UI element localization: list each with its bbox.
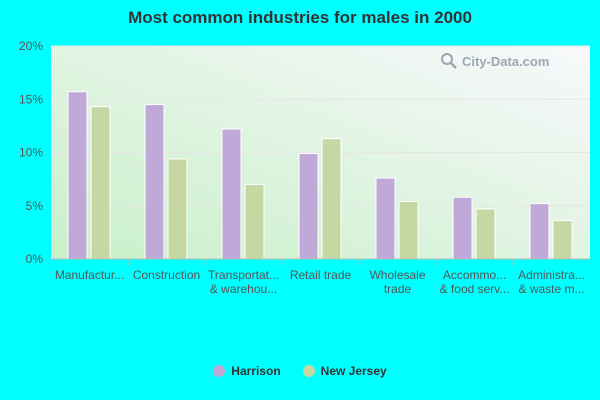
- bar-new-jersey: [321, 138, 342, 260]
- bar-harrison: [529, 203, 550, 260]
- bar-harrison: [452, 196, 473, 260]
- category-label: Administra...: [518, 268, 585, 282]
- legend-swatch-new-jersey: [302, 365, 315, 377]
- bar-harrison: [375, 177, 396, 260]
- category-label: Manufactur...: [55, 268, 124, 282]
- category-label: Accommo...: [443, 268, 506, 282]
- bar-harrison: [221, 128, 242, 260]
- category-label: Construction: [133, 268, 200, 282]
- chart-title: Most common industries for males in 2000: [128, 8, 472, 27]
- category-label: trade: [384, 282, 412, 296]
- bar-new-jersey: [552, 220, 573, 260]
- bar-harrison: [298, 153, 319, 260]
- legend: Harrison New Jersey: [0, 364, 600, 378]
- y-tick-label: 20%: [19, 39, 43, 53]
- y-tick-label: 15%: [19, 92, 43, 106]
- category-label: Retail trade: [290, 268, 352, 282]
- y-tick-label: 10%: [19, 146, 43, 160]
- category-label: Transportat...: [208, 268, 279, 282]
- bar-new-jersey: [90, 106, 111, 260]
- watermark-text: City-Data.com: [462, 53, 550, 69]
- legend-item-new-jersey: New Jersey: [302, 364, 387, 378]
- category-label: & waste m...: [518, 282, 584, 296]
- legend-swatch-harrison: [213, 365, 226, 377]
- bar-harrison: [144, 104, 165, 260]
- bar-harrison: [67, 91, 88, 260]
- y-tick-label: 0%: [26, 252, 44, 266]
- magnifier-icon: [441, 53, 457, 69]
- watermark: City-Data.com: [440, 52, 549, 70]
- legend-label-harrison: Harrison: [231, 364, 281, 378]
- bar-new-jersey: [167, 158, 188, 260]
- category-label: & warehou...: [210, 282, 277, 296]
- bar-new-jersey: [475, 208, 496, 260]
- category-label: Wholesale: [369, 268, 425, 282]
- bar-new-jersey: [398, 200, 419, 260]
- legend-item-harrison: Harrison: [213, 364, 281, 378]
- bar-new-jersey: [244, 183, 265, 260]
- category-label: & food serv...: [440, 282, 510, 296]
- y-tick-label: 5%: [26, 199, 44, 213]
- legend-label-new-jersey: New Jersey: [320, 364, 387, 378]
